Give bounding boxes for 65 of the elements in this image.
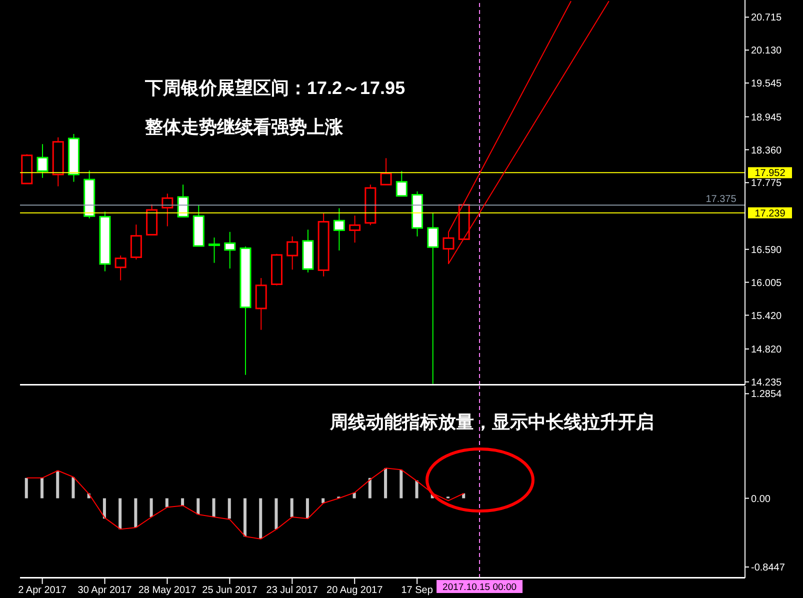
candlestick — [286, 236, 298, 270]
y-tick-label: 0.00 — [751, 494, 771, 505]
x-tick-label: 28 May 2017 — [138, 585, 197, 596]
x-tick-label: 30 Apr 2017 — [78, 585, 132, 596]
bar — [212, 498, 216, 517]
x-tick-label: 20 Aug 2017 — [326, 585, 384, 596]
x-tick-label: 2 Apr 2017 — [18, 585, 67, 596]
x-tick-label: 23 Jul 2017 — [266, 585, 318, 596]
candlestick — [349, 215, 361, 244]
annotation: 周线动能指标放量，显示中长线拉升开启 — [330, 411, 654, 434]
bar — [118, 498, 122, 530]
bar — [244, 498, 246, 537]
y-tick-label: 14.235 — [751, 377, 782, 388]
candlestick — [208, 237, 220, 264]
bar — [165, 498, 168, 508]
annotation: 下周银价展望区间：17.2～17.95 — [145, 77, 406, 100]
y-tick-label: 19.545 — [751, 78, 782, 90]
bar — [228, 498, 231, 519]
ref-line-label: 17.239 — [754, 208, 786, 220]
candlestick — [224, 231, 236, 269]
bar — [181, 498, 184, 506]
bar — [384, 468, 388, 498]
bar — [415, 480, 418, 498]
y-tick-label: 1.2854 — [751, 389, 782, 400]
y-tick-label: 20.715 — [751, 12, 782, 24]
bar — [40, 478, 44, 498]
candlestick — [255, 278, 267, 330]
y-tick-label: 17.775 — [751, 178, 782, 190]
line-series — [26, 468, 464, 540]
bar — [368, 478, 372, 498]
y-tick-label: 15.420 — [751, 310, 782, 322]
bar — [274, 498, 278, 530]
bar — [400, 470, 403, 498]
ref-line-label: 17.952 — [754, 168, 786, 180]
bar — [56, 470, 60, 498]
y-tick-label: 14.820 — [751, 344, 782, 356]
bar — [102, 498, 106, 519]
bar — [150, 498, 153, 517]
y-tick-label: 16.005 — [751, 278, 782, 289]
candlestick — [114, 255, 126, 281]
x-tick-label: 17 Sep — [401, 585, 434, 596]
y-tick-label: 18.360 — [751, 145, 782, 156]
ref-line-label: 2017.10.15 00:00 — [442, 582, 517, 593]
annotation: 整体走势继续看强势上涨 — [145, 116, 343, 139]
y-tick-label: -0.8447 — [751, 562, 786, 574]
bar — [72, 477, 75, 498]
bar — [259, 498, 262, 539]
candlestick — [177, 184, 189, 218]
bar — [196, 498, 200, 515]
bar — [290, 498, 294, 517]
candlestick — [333, 208, 345, 251]
candlestick — [36, 144, 48, 178]
y-tick-label: 16.590 — [751, 244, 782, 256]
bar — [352, 492, 356, 498]
candlestick — [396, 170, 408, 197]
bar — [134, 498, 138, 528]
y-tick-label: 20.130 — [751, 46, 782, 57]
y-tick-label: 18.945 — [751, 112, 782, 124]
bar — [24, 478, 28, 498]
candlestick — [380, 158, 392, 186]
x-tick-label: 25 Jun 2017 — [202, 585, 258, 596]
candlestick — [162, 193, 174, 227]
candlestick — [130, 224, 142, 260]
bar — [306, 498, 309, 519]
ref-line-label: 17.375 — [706, 194, 737, 206]
